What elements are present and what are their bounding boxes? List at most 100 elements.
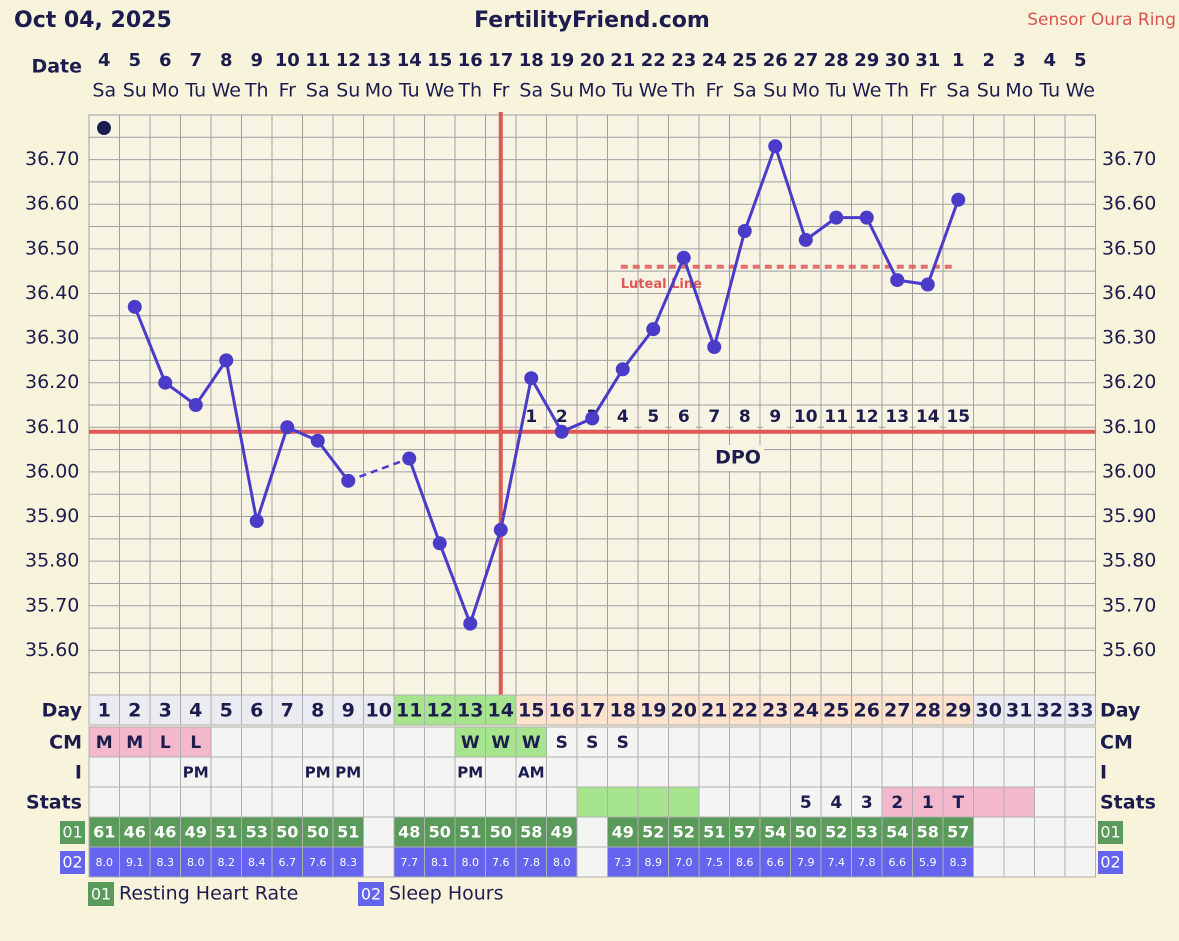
table-cell — [607, 786, 639, 818]
table-cell — [1034, 816, 1066, 848]
y-tick-label: 35.60 — [25, 639, 79, 661]
cell-text: 51 — [703, 823, 725, 842]
cell-text: 1 — [98, 700, 111, 722]
table-cell — [1003, 816, 1035, 848]
cell-text: 51 — [459, 823, 481, 842]
cell-text: 61 — [93, 823, 115, 842]
table-cell — [820, 756, 852, 788]
table-cell — [698, 846, 730, 878]
table-cell — [546, 694, 578, 726]
cell-text: 19 — [640, 700, 666, 722]
row-key-right-box — [1098, 851, 1123, 874]
date-label: 20 — [580, 50, 605, 71]
weekday-label: Mo — [365, 80, 393, 102]
dpo-bg — [641, 406, 666, 428]
table-cell — [302, 816, 334, 848]
date-label: 10 — [275, 50, 300, 71]
weekday-label: We — [212, 80, 241, 102]
weekday-label: Th — [671, 80, 696, 102]
cell-text: 8.0 — [462, 856, 480, 869]
cell-text: 27 — [884, 700, 910, 722]
cell-text: 50 — [276, 823, 298, 842]
date-label: 2 — [982, 50, 995, 71]
temperature-point — [432, 536, 447, 551]
weekday-label: Sa — [92, 80, 116, 102]
table-cell — [454, 726, 486, 758]
cell-text: 57 — [734, 823, 756, 842]
y-tick-label-right: 35.90 — [1102, 505, 1156, 527]
cell-text: 7.5 — [706, 856, 724, 869]
table-cell — [393, 694, 425, 726]
cell-text: L — [190, 733, 201, 753]
row-label: Stats — [26, 792, 82, 814]
table-cell — [149, 694, 181, 726]
cell-text: M — [96, 733, 113, 753]
weekday-label: Th — [244, 80, 269, 102]
dpo-bg — [732, 406, 757, 428]
table-cell — [88, 756, 120, 788]
temperature-point — [402, 451, 417, 466]
cell-text: PM — [183, 764, 209, 782]
cell-text: PM — [457, 764, 483, 782]
grid: 35.60 35.60 35.70 35.70 35.80 35.80 35.90 35.90… — [25, 50, 1156, 696]
weekday-label: Su — [977, 80, 1001, 102]
sensor-icon — [97, 121, 111, 135]
temperature-point — [615, 362, 630, 377]
table-cell — [546, 816, 578, 848]
gap-bridge — [347, 457, 410, 483]
weekday-label: Fr — [706, 80, 724, 102]
table-cell — [698, 756, 730, 788]
dpo-number: 11 — [824, 407, 848, 427]
table-cell — [912, 846, 944, 878]
table-cell — [576, 786, 608, 818]
y-tick-label: 36.40 — [25, 282, 79, 304]
weekday-label: Mo — [151, 80, 179, 102]
temperature-point — [493, 522, 508, 537]
dpo-number: 14 — [916, 407, 940, 427]
cell-text: 8.0 — [96, 856, 114, 869]
date-label: 5 — [1074, 50, 1087, 71]
legend-key: 02 — [361, 885, 381, 904]
table-cell — [790, 726, 822, 758]
table-cell — [1064, 756, 1096, 788]
y-tick-label: 36.20 — [25, 371, 79, 393]
cell-text: 4 — [830, 793, 842, 813]
table-cell — [119, 756, 151, 788]
table-cell — [393, 786, 425, 818]
date-label: 31 — [915, 50, 940, 71]
table-cell — [668, 816, 700, 848]
cell-text: 28 — [915, 700, 941, 722]
row-label-right: Stats — [1100, 792, 1156, 814]
table-cell — [729, 846, 761, 878]
table-cell — [607, 816, 639, 848]
table-cell — [424, 786, 456, 818]
y-tick-label: 36.30 — [25, 327, 79, 349]
table-cell — [576, 816, 608, 848]
cell-text: 29 — [945, 700, 971, 722]
cell-text: 25 — [823, 700, 849, 722]
dpo-bg — [885, 406, 910, 428]
y-tick-label: 36.50 — [25, 237, 79, 259]
dpo-label-bg — [700, 445, 764, 471]
table-cell — [210, 726, 242, 758]
table-cell — [515, 756, 547, 788]
cell-text: 8.9 — [645, 856, 663, 869]
table-cell — [363, 786, 395, 818]
table-cell — [973, 816, 1005, 848]
table-cell — [149, 786, 181, 818]
table-cell — [881, 846, 913, 878]
table-cell — [332, 756, 364, 788]
table-cell — [271, 846, 303, 878]
cell-text: T — [952, 793, 964, 813]
cell-text: 57 — [947, 823, 969, 842]
y-tick-label-right: 36.70 — [1102, 148, 1156, 170]
temperature-point — [829, 210, 844, 225]
table-cell — [942, 786, 974, 818]
table-cell — [363, 726, 395, 758]
table-cell — [88, 786, 120, 818]
weekday-label: Tu — [184, 80, 206, 102]
cell-text: 7.9 — [797, 856, 815, 869]
temperature-point — [890, 273, 905, 288]
temperature-point — [188, 398, 203, 412]
